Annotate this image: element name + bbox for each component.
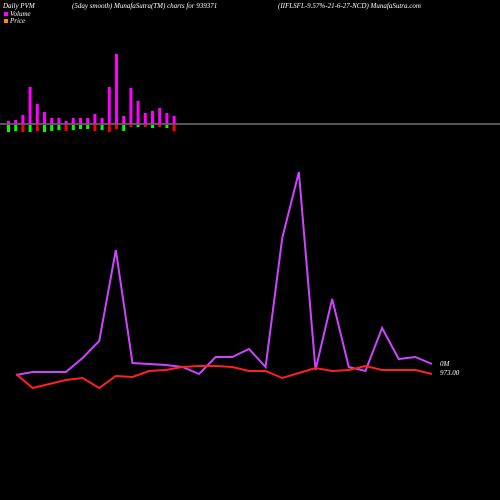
- direction-bar: [136, 125, 140, 127]
- volume-bar: [115, 54, 118, 124]
- volume-bar: [136, 101, 140, 124]
- volume-bar: [107, 87, 111, 124]
- volume-bar: [143, 113, 147, 124]
- volume-bar: [71, 118, 75, 124]
- direction-bar: [107, 125, 111, 132]
- direction-bar: [93, 125, 97, 131]
- line-series: [15, 364, 433, 390]
- volume-bar: [64, 121, 68, 124]
- volume-bar: [28, 87, 32, 124]
- direction-bar: [115, 125, 118, 129]
- legend-swatch: [4, 19, 8, 23]
- direction-bar: [129, 125, 133, 127]
- volume-bar: [79, 118, 82, 124]
- chart-subtitle: (5day smooth) MunafaSutra(TM) charts for…: [72, 2, 217, 10]
- direction-bar: [79, 125, 82, 129]
- chart-name: (IIFLSFL-9.57%-21-6-27-NCD) MunafaSutra.…: [278, 2, 421, 10]
- direction-bar: [14, 125, 18, 131]
- direction-bar: [43, 125, 46, 132]
- volume-bar: [165, 113, 169, 124]
- volume-bar: [158, 108, 162, 124]
- volume-bar: [57, 118, 61, 124]
- volume-bar: [129, 88, 133, 124]
- line-series: [15, 171, 433, 376]
- direction-bar: [7, 125, 10, 132]
- volume-bar: [86, 118, 90, 124]
- end-label: 0M: [440, 360, 451, 368]
- volume-bar: [122, 116, 126, 124]
- direction-bar: [158, 125, 162, 127]
- volume-bar: [35, 104, 39, 124]
- volume-bar: [93, 114, 97, 124]
- end-label: 973.00: [440, 369, 460, 377]
- volume-bar: [14, 120, 18, 124]
- direction-bar: [86, 125, 90, 129]
- direction-bar: [122, 125, 126, 131]
- direction-bar: [28, 125, 32, 132]
- direction-bar: [71, 125, 75, 130]
- direction-bar: [100, 125, 104, 130]
- direction-bar: [143, 125, 147, 127]
- direction-bar: [64, 125, 68, 131]
- chart-title: Daily PVM: [2, 2, 36, 10]
- direction-bar: [172, 125, 176, 131]
- volume-bar: [43, 112, 46, 124]
- volume-bar: [50, 118, 54, 124]
- direction-bar: [57, 125, 61, 130]
- direction-bar: [50, 125, 54, 131]
- volume-bar: [172, 116, 176, 124]
- volume-bar: [7, 121, 10, 124]
- volume-bar: [21, 115, 25, 124]
- direction-bar: [165, 125, 169, 128]
- volume-bar: [100, 118, 104, 124]
- legend-label: Volume: [10, 10, 31, 18]
- direction-bar: [151, 125, 154, 128]
- legend-label: Price: [9, 17, 25, 25]
- direction-bar: [21, 125, 25, 132]
- volume-bar: [151, 111, 154, 124]
- legend-swatch: [4, 12, 8, 16]
- direction-bar: [35, 125, 39, 131]
